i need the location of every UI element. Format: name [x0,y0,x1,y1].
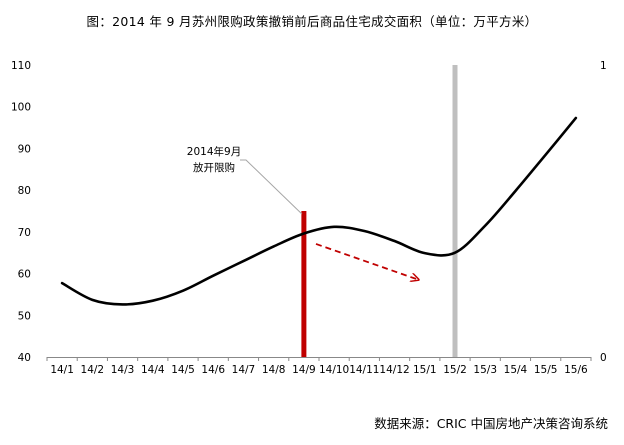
x-tick-label: 14/7 [232,364,256,376]
y-left-tick-label: 90 [18,143,31,155]
series-line [60,116,578,306]
y-left-tick-label: 50 [18,310,31,322]
y-right-tick-label: 1 [600,60,607,72]
x-tick-label: 14/9 [292,364,316,376]
x-tick-label: 15/5 [534,364,558,376]
y-right-tick-label: 0 [600,352,607,364]
x-tick-label: 14/3 [111,364,135,376]
data-source-note: 数据来源：CRIC 中国房地产决策咨询系统 [374,416,608,431]
trend-arrow [315,243,419,280]
x-tick-label: 15/6 [564,364,588,376]
x-tick-label: 15/2 [443,364,467,376]
x-tick-label: 14/12 [379,364,409,376]
y-left-tick-label: 70 [18,227,31,239]
marker-bar-15-2 [452,65,458,357]
y-left-tick-label: 60 [18,269,31,281]
x-tick-label: 15/4 [504,364,528,376]
annotation-label: 放开限购 [193,161,235,174]
annotation-label: 2014年9月 [187,145,241,158]
x-tick-label: 15/1 [413,364,437,376]
x-tick-label: 14/5 [171,364,195,376]
x-tick-label: 14/1 [50,364,74,376]
x-tick-label: 15/3 [473,364,497,376]
marker-bar-14-9 [301,211,307,357]
y-left-tick-label: 100 [11,102,31,114]
y-left-tick-label: 80 [18,185,31,197]
y-left-tick-label: 40 [18,352,31,364]
x-tick-label: 14/8 [262,364,286,376]
x-tick-label: 14/10 [319,364,349,376]
x-tick-label: 14/2 [81,364,105,376]
x-tick-label: 14/11 [349,364,379,376]
chart-title: 图：2014 年 9 月苏州限购政策撤销前后商品住宅成交面积（单位：万平方米） [86,14,538,29]
x-tick-label: 14/4 [141,364,165,376]
annotation-leader-line [240,159,303,215]
y-left-tick-label: 110 [11,60,31,72]
x-tick-label: 14/6 [201,364,225,376]
